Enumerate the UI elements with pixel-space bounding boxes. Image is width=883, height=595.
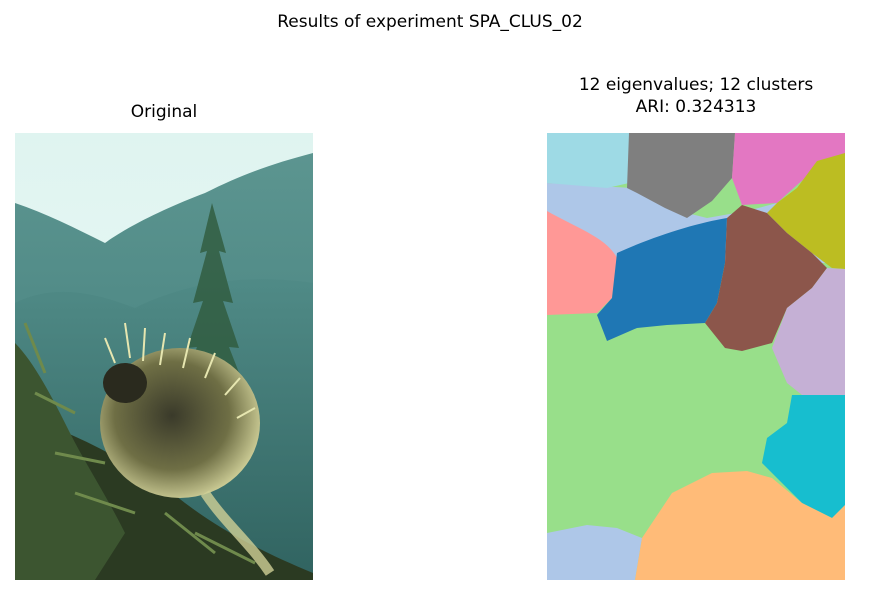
original-image — [15, 133, 313, 580]
original-image-drawing — [15, 133, 313, 580]
cluster-blue — [597, 218, 727, 341]
cluster-teal — [762, 395, 845, 518]
original-title: Original — [130, 102, 198, 122]
segmentation-image — [547, 133, 845, 580]
segmentation-map — [547, 133, 845, 580]
cluster-pale-cyan — [547, 133, 629, 188]
cluster-orange — [635, 471, 845, 580]
cluster-lavender — [772, 268, 845, 395]
cluster-olive — [767, 153, 845, 269]
cluster-gray — [627, 133, 735, 218]
segmentation-title: 12 eigenvalues; 12 clusters ARI: 0.32431… — [470, 74, 883, 118]
cluster-pink — [732, 133, 845, 205]
segmentation-title-line2: ARI: 0.324313 — [635, 97, 757, 117]
segmentation-title-line1: 12 eigenvalues; 12 clusters — [578, 75, 814, 95]
figure-title: Results of experiment SPA_CLUS_02 — [277, 12, 583, 32]
cluster-light-blue-bottom — [547, 525, 642, 580]
cluster-salmon — [547, 211, 617, 315]
cluster-brown — [705, 205, 827, 351]
